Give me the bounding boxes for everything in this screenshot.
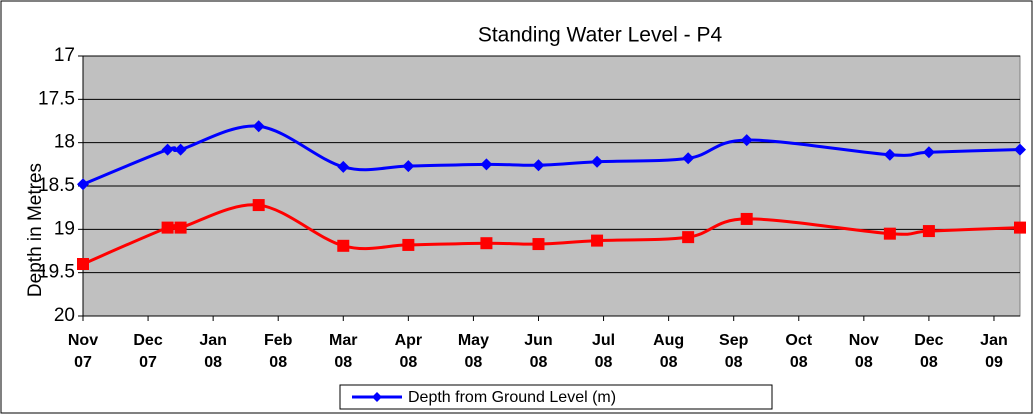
marker	[740, 212, 753, 225]
x-tick-label: Dec 08	[914, 332, 943, 371]
y-tick-label: 17.5	[38, 88, 75, 109]
chart-title: Standing Water Level - P4	[478, 24, 723, 47]
marker	[174, 143, 187, 156]
legend-label: Depth from Ground Level (m)	[408, 389, 616, 406]
x-tick-label: Jan 08	[199, 332, 227, 371]
marker	[922, 146, 935, 159]
series-line	[82, 124, 1021, 186]
marker	[591, 155, 604, 168]
marker	[402, 160, 415, 173]
x-tick-label: Oct 08	[785, 332, 812, 371]
marker	[174, 221, 187, 234]
x-tick-label: Apr 08	[395, 332, 423, 371]
y-axis-label: Depth in Metres	[25, 163, 46, 297]
marker	[252, 120, 265, 133]
marker	[337, 160, 350, 173]
marker	[1014, 143, 1026, 156]
marker	[402, 238, 415, 251]
marker	[252, 199, 265, 212]
marker	[922, 225, 935, 238]
y-tick-label: 19.5	[38, 262, 75, 283]
marker	[591, 234, 604, 247]
marker	[161, 143, 174, 156]
legend-marker	[372, 392, 382, 402]
x-tick-label: Aug 08	[653, 332, 684, 371]
y-tick-label: 18	[54, 132, 75, 153]
marker	[480, 158, 493, 171]
x-tick-label: Feb 08	[264, 332, 293, 371]
marker	[337, 239, 350, 252]
marker	[480, 237, 493, 250]
x-tick-label: Dec 07	[133, 332, 162, 371]
x-tick-label: Jul 08	[592, 332, 615, 371]
marker	[883, 148, 896, 161]
x-tick-label: Mar 08	[329, 332, 357, 371]
x-tick-label: May 08	[458, 332, 489, 371]
marker	[883, 227, 896, 240]
series-line	[82, 203, 1021, 266]
y-tick-label: 19	[54, 218, 75, 239]
x-tick-label: Jan 09	[980, 332, 1008, 371]
x-tick-label: Sep 08	[719, 332, 749, 371]
marker	[740, 134, 753, 147]
marker	[682, 152, 695, 165]
legend-box	[339, 384, 773, 410]
y-tick-label: 17	[54, 45, 75, 66]
marker	[77, 178, 89, 191]
x-tick-label: Nov 08	[849, 332, 879, 371]
y-tick-label: 18.5	[38, 175, 75, 196]
marker	[532, 238, 545, 251]
marker	[1014, 221, 1026, 234]
x-tick-label: Nov 07	[68, 332, 98, 371]
y-tick-label: 20	[54, 305, 75, 326]
marker	[532, 159, 545, 172]
marker	[77, 258, 89, 270]
x-tick-label: Jun 08	[524, 332, 552, 371]
marker	[161, 221, 174, 234]
marker	[682, 231, 695, 244]
